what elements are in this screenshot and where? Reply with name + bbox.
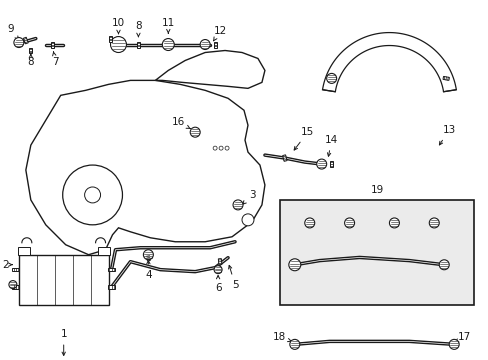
Text: 11: 11 [162, 18, 175, 33]
Polygon shape [23, 37, 28, 44]
Text: 8: 8 [135, 21, 142, 37]
Text: 2: 2 [2, 260, 12, 270]
Text: 8: 8 [27, 54, 34, 67]
Circle shape [224, 146, 228, 150]
Polygon shape [218, 258, 222, 265]
Text: 12: 12 [213, 26, 226, 41]
Text: 7: 7 [52, 52, 59, 67]
Polygon shape [155, 50, 264, 88]
Text: 6: 6 [214, 275, 221, 293]
Bar [19, 255, 108, 305]
Polygon shape [108, 285, 115, 289]
Text: 19: 19 [369, 185, 383, 195]
Text: 18: 18 [273, 332, 291, 342]
Polygon shape [282, 155, 286, 161]
Circle shape [143, 250, 153, 260]
Bar [98, 247, 109, 255]
Text: 3: 3 [242, 190, 255, 204]
Circle shape [213, 146, 217, 150]
Polygon shape [26, 80, 264, 255]
Text: 1: 1 [60, 329, 67, 355]
Text: 10: 10 [112, 18, 125, 33]
Text: 13: 13 [439, 125, 455, 145]
Polygon shape [29, 48, 32, 54]
Circle shape [316, 159, 326, 169]
Circle shape [110, 37, 126, 53]
Polygon shape [12, 285, 20, 289]
Circle shape [214, 266, 222, 274]
Text: 15: 15 [294, 127, 314, 150]
Text: 5: 5 [228, 265, 238, 289]
Polygon shape [442, 76, 448, 80]
Circle shape [242, 214, 253, 226]
Circle shape [84, 187, 101, 203]
Circle shape [219, 146, 223, 150]
Polygon shape [12, 268, 20, 271]
Polygon shape [322, 33, 455, 92]
Text: 16: 16 [171, 117, 190, 129]
Circle shape [289, 339, 299, 349]
Polygon shape [146, 255, 150, 261]
Polygon shape [51, 41, 54, 48]
Bar [279, 200, 473, 305]
Circle shape [9, 280, 17, 289]
Circle shape [14, 37, 24, 48]
Circle shape [428, 218, 438, 228]
Circle shape [288, 259, 300, 271]
Polygon shape [108, 268, 115, 271]
Polygon shape [109, 36, 112, 41]
Circle shape [233, 200, 243, 210]
Circle shape [200, 40, 210, 50]
Circle shape [162, 39, 174, 50]
Polygon shape [137, 41, 140, 48]
Text: 9: 9 [8, 24, 18, 40]
Text: 4: 4 [145, 261, 151, 280]
Circle shape [62, 165, 122, 225]
Circle shape [448, 339, 458, 349]
Text: 17: 17 [454, 332, 470, 342]
Circle shape [388, 218, 399, 228]
Bar [18, 247, 30, 255]
Circle shape [304, 218, 314, 228]
Circle shape [438, 260, 448, 270]
Circle shape [326, 73, 336, 84]
Circle shape [190, 127, 200, 137]
Text: 14: 14 [325, 135, 338, 156]
Circle shape [344, 218, 354, 228]
Polygon shape [329, 161, 332, 167]
Polygon shape [213, 41, 216, 48]
